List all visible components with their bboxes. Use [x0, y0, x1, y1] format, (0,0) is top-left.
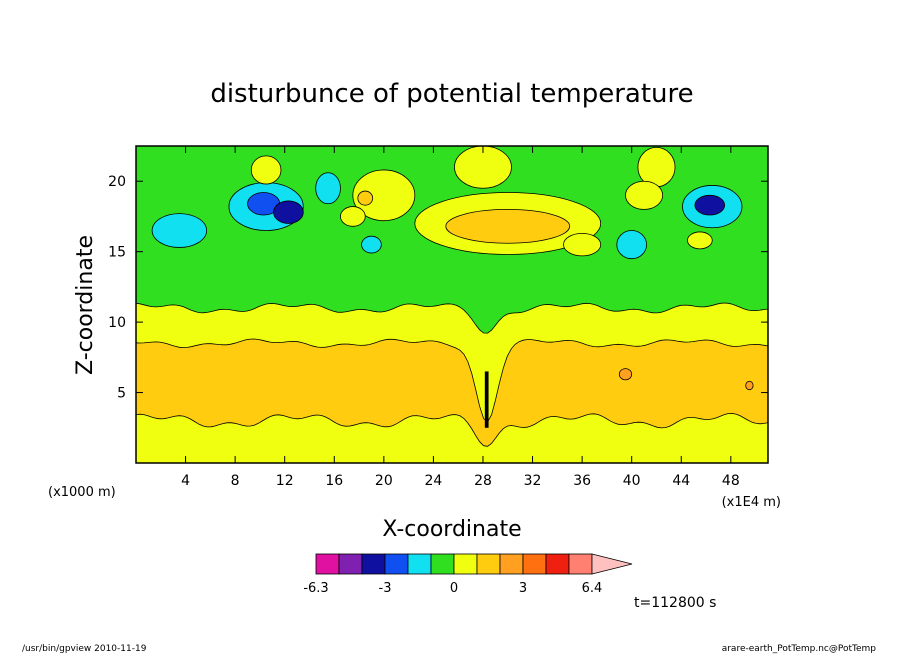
x-tick-label: 4 — [181, 473, 190, 489]
colorbar-swatch — [361, 553, 386, 575]
x-tick-label: 16 — [325, 473, 343, 489]
y-tick-label: 15 — [108, 245, 126, 261]
cell-21 — [357, 190, 374, 206]
y-axis-unit: (x1000 m) — [48, 485, 116, 500]
cell-13 — [445, 209, 571, 244]
x-tick-label: 20 — [375, 473, 393, 489]
x-tick-label: 24 — [424, 473, 442, 489]
y-axis: 5 10 15 20 — [108, 174, 768, 402]
cell-4 — [694, 194, 726, 216]
colorbar-tick-label: -3 — [379, 581, 392, 596]
x-axis: 4 8 12 16 20 24 28 32 36 40 44 48 — [181, 146, 740, 489]
cell-9 — [250, 155, 282, 185]
colorbar-swatch — [430, 553, 455, 575]
colorbar-swatch — [545, 553, 570, 575]
cell-16 — [687, 231, 713, 250]
colorbar-swatch — [568, 553, 593, 575]
x-axis-unit: (x1E4 m) — [722, 495, 781, 510]
cell-7 — [616, 230, 647, 260]
plot-frame — [135, 145, 769, 464]
colorbar-swatch — [476, 553, 501, 575]
cell-5 — [151, 213, 208, 248]
cell-8 — [361, 235, 382, 254]
y-tick-label: 20 — [108, 174, 126, 190]
colorbar-swatch — [384, 553, 409, 575]
cell-17 — [563, 232, 602, 257]
disturbance-cells — [151, 146, 754, 391]
y-axis-label: Z-coordinate — [73, 235, 98, 375]
cell-2 — [273, 200, 304, 224]
colorbar-swatch — [338, 553, 363, 575]
colorbar-swatch — [315, 553, 340, 575]
band-surface-0 — [136, 412, 768, 463]
cell-19 — [618, 368, 633, 381]
x-tick-label: 32 — [524, 473, 542, 489]
colorbar-tick-label: 6.4 — [582, 581, 603, 596]
x-tick-label: 44 — [672, 473, 690, 489]
x-axis-label: X-coordinate — [382, 517, 521, 542]
colorbar-swatch — [407, 553, 432, 575]
x-tick-label: 36 — [573, 473, 591, 489]
time-label: t=112800 s — [634, 595, 716, 611]
colorbar-arrow — [591, 553, 633, 575]
cell-11 — [454, 146, 512, 189]
x-tick-label: 40 — [623, 473, 641, 489]
x-tick-label: 48 — [722, 473, 740, 489]
colorbar-tick-label: 3 — [519, 581, 527, 596]
colorbar-swatch — [453, 553, 478, 575]
plot-area — [136, 146, 768, 463]
colorbar-swatch — [522, 553, 547, 575]
x-tick-label: 12 — [276, 473, 294, 489]
cell-18 — [340, 206, 366, 227]
colorbar-tick-label: 0 — [450, 581, 458, 596]
x-tick-label: 8 — [231, 473, 240, 489]
chart-title: disturbunce of potential temperature — [210, 79, 693, 109]
cell-10 — [352, 169, 416, 222]
footer-left: /usr/bin/gpview 2010-11-19 — [22, 644, 147, 654]
colorbar-tick-label: -6.3 — [303, 581, 328, 596]
cell-6 — [315, 172, 341, 205]
y-tick-label: 10 — [108, 315, 126, 331]
cell-15 — [625, 180, 664, 210]
central-column — [484, 371, 489, 428]
colorbar: -6.3 -3 0 3 6.4 — [303, 553, 633, 596]
colorbar-swatch — [499, 553, 524, 575]
footer-right: arare-earth_PotTemp.nc@PotTemp — [722, 644, 877, 654]
x-tick-label: 28 — [474, 473, 492, 489]
cell-20 — [745, 380, 754, 391]
y-tick-label: 5 — [117, 386, 126, 402]
